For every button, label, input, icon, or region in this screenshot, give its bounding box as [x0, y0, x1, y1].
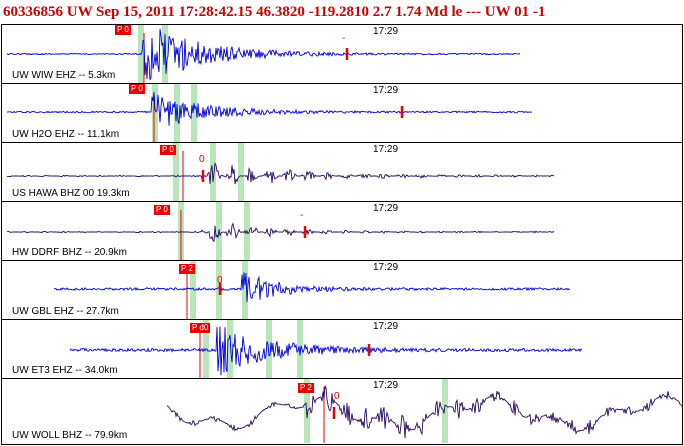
panel-divider [2, 378, 682, 379]
trace-gbl [53, 261, 571, 319]
station-label: UW ET3 EHZ -- 34.0km [12, 365, 118, 376]
station-label: UW WIW EHZ -- 5.3km [12, 70, 116, 81]
trace-woll [166, 379, 682, 443]
time-tick-label: 17:29 [373, 262, 399, 273]
phase-window [297, 320, 303, 378]
station-label: UW H2O EHZ -- 11.1km [12, 129, 120, 140]
phase-window [242, 261, 248, 319]
waveform-trace [6, 162, 555, 185]
p-pick-tag[interactable]: P 0 [154, 205, 170, 215]
waveform-trace [69, 326, 583, 376]
trace-ddrf [6, 202, 555, 260]
pick-mark: 0 [334, 391, 340, 402]
p-pick-tag[interactable]: P 0 [129, 84, 145, 94]
trace-panel-gbl[interactable]: P 2 0 17:29 UW GBL EHZ -- 27.7km [2, 261, 682, 320]
phase-window [190, 261, 196, 319]
waveform-trace [6, 92, 533, 126]
station-label: UW GBL EHZ -- 27.7km [12, 306, 119, 317]
trace-panel-h2o[interactable]: P 0 17:29 UW H2O EHZ -- 11.1km [2, 84, 682, 143]
time-tick-label: 17:29 [373, 321, 399, 332]
phase-window [227, 320, 233, 378]
trace-panel-wiw[interactable]: P 0 - 17:29 UW WIW EHZ -- 5.3km [2, 25, 682, 84]
waveform-trace [6, 28, 521, 81]
p-pick-tag[interactable]: P 2 [179, 264, 195, 274]
trace-panel-hawa[interactable]: P 0 0 17:29 US HAWA BHZ 00 19.3km [2, 143, 682, 202]
pick-end-mark: - [300, 210, 304, 221]
trace-hawa [6, 143, 555, 201]
time-tick-label: 17:29 [373, 203, 399, 214]
phase-window [266, 320, 272, 378]
panel-divider [2, 83, 682, 84]
station-label: US HAWA BHZ 00 19.3km [12, 188, 130, 199]
p-pick-tag[interactable]: P d0 [190, 323, 211, 333]
waveform-trace [6, 222, 555, 243]
pick-mark: 0 [199, 154, 205, 165]
trace-wiw [6, 25, 521, 83]
p-pick-tag[interactable]: P 0 [115, 25, 131, 35]
time-tick-label: 17:29 [373, 26, 399, 37]
trace-h2o [6, 84, 533, 142]
p-pick-tag[interactable]: P 0 [160, 145, 176, 155]
phase-window [152, 84, 158, 142]
phase-window [238, 143, 244, 201]
waveform-trace [53, 272, 571, 302]
panel-divider [2, 142, 682, 143]
pick-end-mark: - [342, 33, 346, 44]
time-tick-label: 17:29 [373, 85, 399, 96]
time-tick-label: 17:29 [373, 144, 399, 155]
panel-divider [2, 201, 682, 202]
phase-window [162, 25, 168, 83]
phase-window [191, 84, 197, 142]
trace-et3 [69, 320, 583, 378]
panel-divider [2, 319, 682, 320]
phase-window [174, 84, 180, 142]
pick-mark: 0 [217, 275, 223, 286]
phase-window [304, 379, 310, 443]
waveform-trace [166, 385, 682, 439]
event-header: 60336856 UW Sep 15, 2011 17:28:42.15 46.… [3, 4, 546, 20]
trace-panel-ddrf[interactable]: P 0 - 17:29 HW DDRF BHZ -- 20.9km [2, 202, 682, 261]
panel-divider [2, 260, 682, 261]
station-label: HW DDRF BHZ -- 20.9km [12, 247, 127, 258]
phase-window [210, 143, 216, 201]
trace-panel-woll[interactable]: P 2 0 17:29 UW WOLL BHZ -- 79.9km [2, 379, 682, 444]
trace-panel-et3[interactable]: P d0 17:29 UW ET3 EHZ -- 34.0km [2, 320, 682, 379]
time-tick-label: 17:29 [373, 380, 399, 391]
phase-window [173, 143, 179, 201]
seismogram-frame: P 0 - 17:29 UW WIW EHZ -- 5.3km P 0 17:2… [1, 24, 683, 445]
p-pick-tag[interactable]: P 2 [298, 383, 314, 393]
phase-window [442, 379, 448, 443]
station-label: UW WOLL BHZ -- 79.9km [12, 430, 128, 441]
